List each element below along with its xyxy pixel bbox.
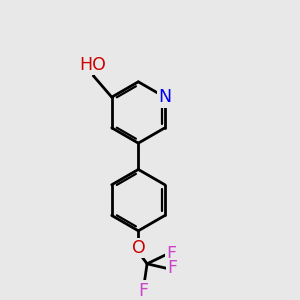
Text: F: F bbox=[138, 282, 148, 300]
Text: O: O bbox=[132, 239, 146, 257]
Text: F: F bbox=[167, 245, 177, 263]
Text: N: N bbox=[158, 88, 171, 106]
Text: HO: HO bbox=[80, 56, 106, 74]
Text: F: F bbox=[167, 259, 178, 277]
